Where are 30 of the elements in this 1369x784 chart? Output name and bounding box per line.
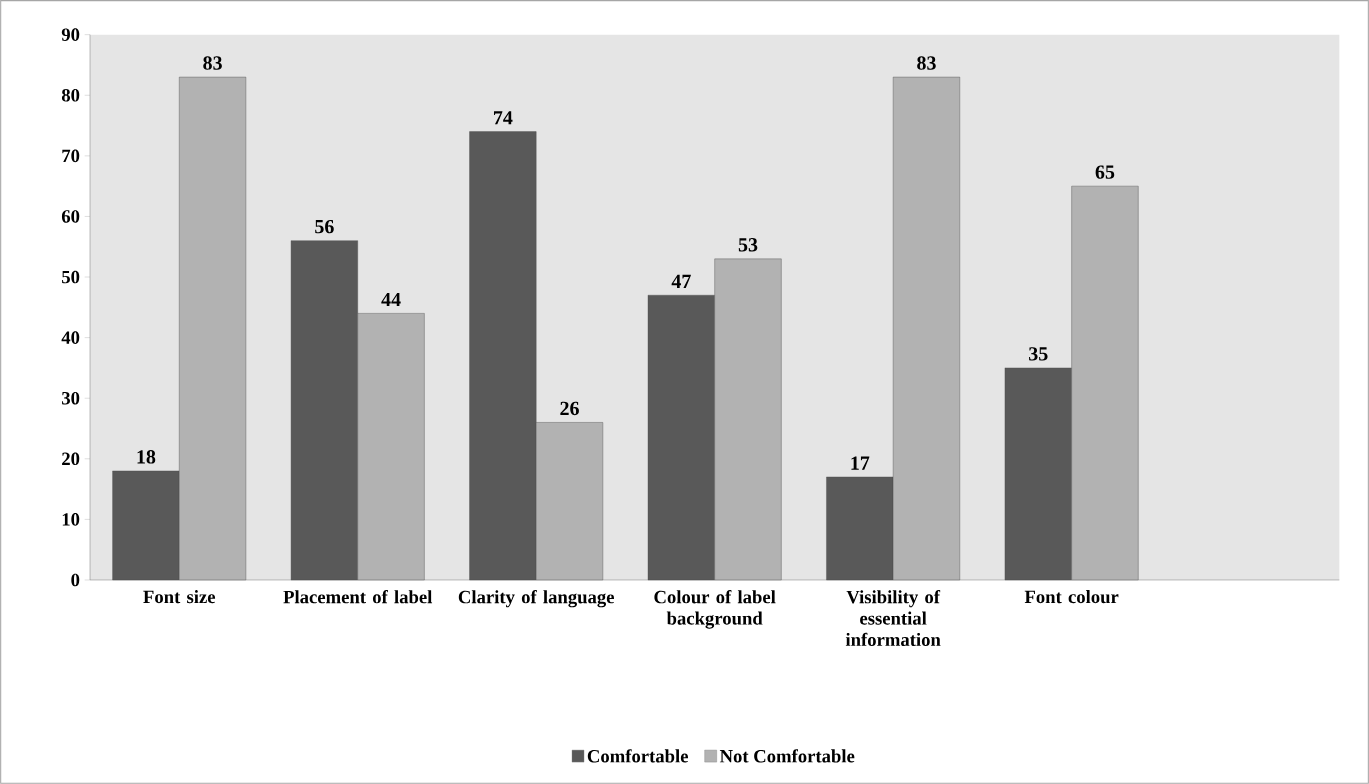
y-tick-label: 80 (61, 88, 80, 102)
y-tick-label: 50 (62, 270, 80, 284)
y-tick-label: 90 (61, 28, 80, 41)
y-tick-label: 10 (62, 513, 80, 526)
data-label: 18 (137, 450, 156, 464)
data-label: 44 (381, 292, 401, 307)
data-label: 56 (315, 219, 334, 234)
data-label: 26 (560, 401, 579, 416)
data-label: 83 (917, 56, 936, 70)
x-tick-label: Placement of label (283, 590, 433, 604)
y-tick-label: 60 (61, 210, 80, 223)
y-tick-label: 20 (62, 452, 80, 466)
legend-label: Comfortable (587, 749, 688, 763)
data-label: 74 (494, 111, 513, 125)
y-tick-label: 40 (61, 331, 80, 344)
data-label: 53 (738, 238, 758, 252)
y-tick-label: 70 (62, 149, 80, 163)
data-label: 47 (671, 274, 691, 288)
y-tick-label: 0 (71, 573, 80, 587)
data-label: 35 (1029, 347, 1048, 361)
y-tick-label: 30 (62, 391, 80, 405)
data-label: 17 (851, 456, 870, 470)
data-label: 65 (1095, 165, 1115, 179)
x-tick-label: Colour of label background (654, 590, 776, 629)
data-label: 83 (203, 56, 222, 70)
x-tick-label: Clarity of language (458, 590, 614, 608)
x-tick-label: Font colour (1024, 590, 1119, 604)
x-tick-label: Font size (143, 590, 216, 604)
x-tick-label: Visibility of essential information (845, 590, 941, 647)
legend-label: Not Comfortable (719, 749, 855, 763)
